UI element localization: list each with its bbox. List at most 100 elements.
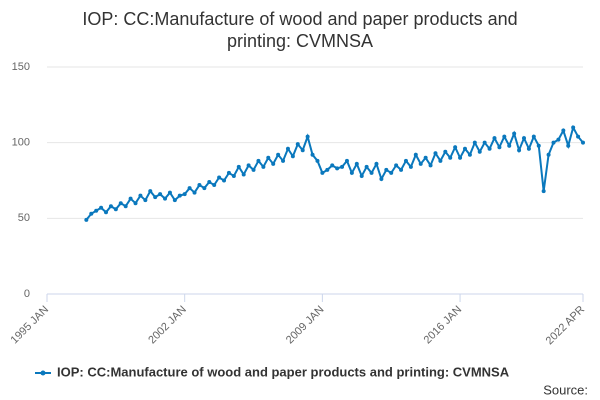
data-point bbox=[433, 151, 438, 156]
data-point bbox=[497, 145, 502, 150]
data-point bbox=[143, 198, 148, 203]
data-point bbox=[285, 146, 290, 151]
x-tick-label: 1995 JAN bbox=[9, 304, 52, 347]
legend-marker bbox=[40, 370, 46, 376]
data-point bbox=[487, 146, 492, 151]
data-point bbox=[192, 190, 197, 195]
data-point bbox=[443, 149, 448, 154]
x-tick-label: 2022 APR bbox=[544, 304, 588, 348]
data-point bbox=[305, 134, 310, 139]
data-point bbox=[84, 217, 89, 222]
data-point bbox=[182, 192, 187, 197]
data-point bbox=[526, 146, 531, 151]
data-point bbox=[399, 167, 404, 172]
data-point bbox=[241, 172, 246, 177]
data-point bbox=[566, 143, 571, 148]
data-point bbox=[394, 163, 399, 168]
data-point bbox=[89, 211, 94, 216]
data-point bbox=[167, 190, 172, 195]
data-point bbox=[571, 125, 576, 130]
data-point bbox=[325, 167, 330, 172]
data-point bbox=[517, 148, 522, 153]
data-point bbox=[453, 145, 458, 150]
data-point bbox=[315, 158, 320, 163]
data-point bbox=[281, 158, 286, 163]
data-point bbox=[438, 158, 443, 163]
data-point bbox=[507, 143, 512, 148]
data-point bbox=[217, 175, 222, 180]
data-point bbox=[428, 163, 433, 168]
data-point bbox=[231, 173, 236, 178]
data-point bbox=[113, 207, 118, 212]
data-point bbox=[384, 167, 389, 172]
data-point bbox=[536, 143, 541, 148]
data-point bbox=[138, 193, 143, 198]
legend-label: IOP: CC:Manufacture of wood and paper pr… bbox=[57, 364, 510, 379]
data-point bbox=[222, 178, 227, 183]
data-point bbox=[271, 161, 276, 166]
data-point bbox=[207, 180, 212, 185]
data-point bbox=[340, 164, 345, 169]
data-point bbox=[246, 163, 251, 168]
y-tick-label: 0 bbox=[24, 288, 30, 300]
data-point bbox=[202, 186, 207, 191]
data-point bbox=[556, 137, 561, 142]
data-point bbox=[344, 158, 349, 163]
data-point bbox=[458, 155, 463, 160]
data-point bbox=[354, 161, 359, 166]
data-point bbox=[408, 164, 413, 169]
data-point bbox=[576, 134, 581, 139]
y-tick-label: 150 bbox=[12, 61, 30, 73]
data-point bbox=[477, 149, 482, 154]
data-point bbox=[364, 164, 369, 169]
data-point bbox=[359, 173, 364, 178]
data-point bbox=[256, 158, 261, 163]
x-tick-label: 2016 JAN bbox=[422, 304, 465, 347]
data-point bbox=[448, 155, 453, 160]
data-point bbox=[187, 186, 192, 191]
data-point bbox=[492, 136, 497, 141]
data-point bbox=[320, 170, 325, 175]
data-point bbox=[418, 161, 423, 166]
data-point bbox=[266, 155, 271, 160]
data-point bbox=[226, 170, 231, 175]
x-tick-label: 2002 JAN bbox=[146, 304, 189, 347]
source: Source: bbox=[543, 382, 588, 397]
x-tick-label: 2009 JAN bbox=[284, 304, 327, 347]
data-point bbox=[581, 140, 585, 145]
data-point bbox=[212, 183, 217, 188]
data-point bbox=[118, 201, 123, 206]
data-point bbox=[148, 189, 153, 194]
data-point bbox=[502, 134, 507, 139]
data-point bbox=[177, 193, 182, 198]
data-point bbox=[467, 152, 472, 157]
data-point bbox=[163, 196, 168, 201]
data-point bbox=[99, 205, 104, 210]
data-point bbox=[512, 131, 517, 136]
data-point bbox=[108, 204, 113, 209]
data-point bbox=[561, 128, 566, 133]
data-point bbox=[472, 140, 477, 145]
data-point bbox=[369, 170, 374, 175]
data-point bbox=[295, 142, 300, 147]
data-point bbox=[482, 140, 487, 145]
series-line bbox=[85, 124, 584, 221]
data-point bbox=[330, 163, 335, 168]
data-point bbox=[290, 154, 295, 159]
data-point bbox=[172, 198, 177, 203]
y-tick-label: 50 bbox=[18, 212, 30, 224]
data-point bbox=[236, 164, 241, 169]
data-point bbox=[94, 208, 99, 213]
data-point bbox=[261, 164, 266, 169]
data-point bbox=[153, 195, 158, 200]
y-tick-label: 100 bbox=[12, 137, 30, 149]
data-point bbox=[133, 201, 138, 206]
data-point bbox=[521, 136, 526, 141]
data-point bbox=[310, 152, 315, 157]
data-point bbox=[335, 166, 340, 171]
data-point bbox=[423, 155, 428, 160]
chart-title: IOP: CC:Manufacture of wood and paper pr… bbox=[82, 9, 518, 51]
data-point bbox=[251, 167, 256, 172]
